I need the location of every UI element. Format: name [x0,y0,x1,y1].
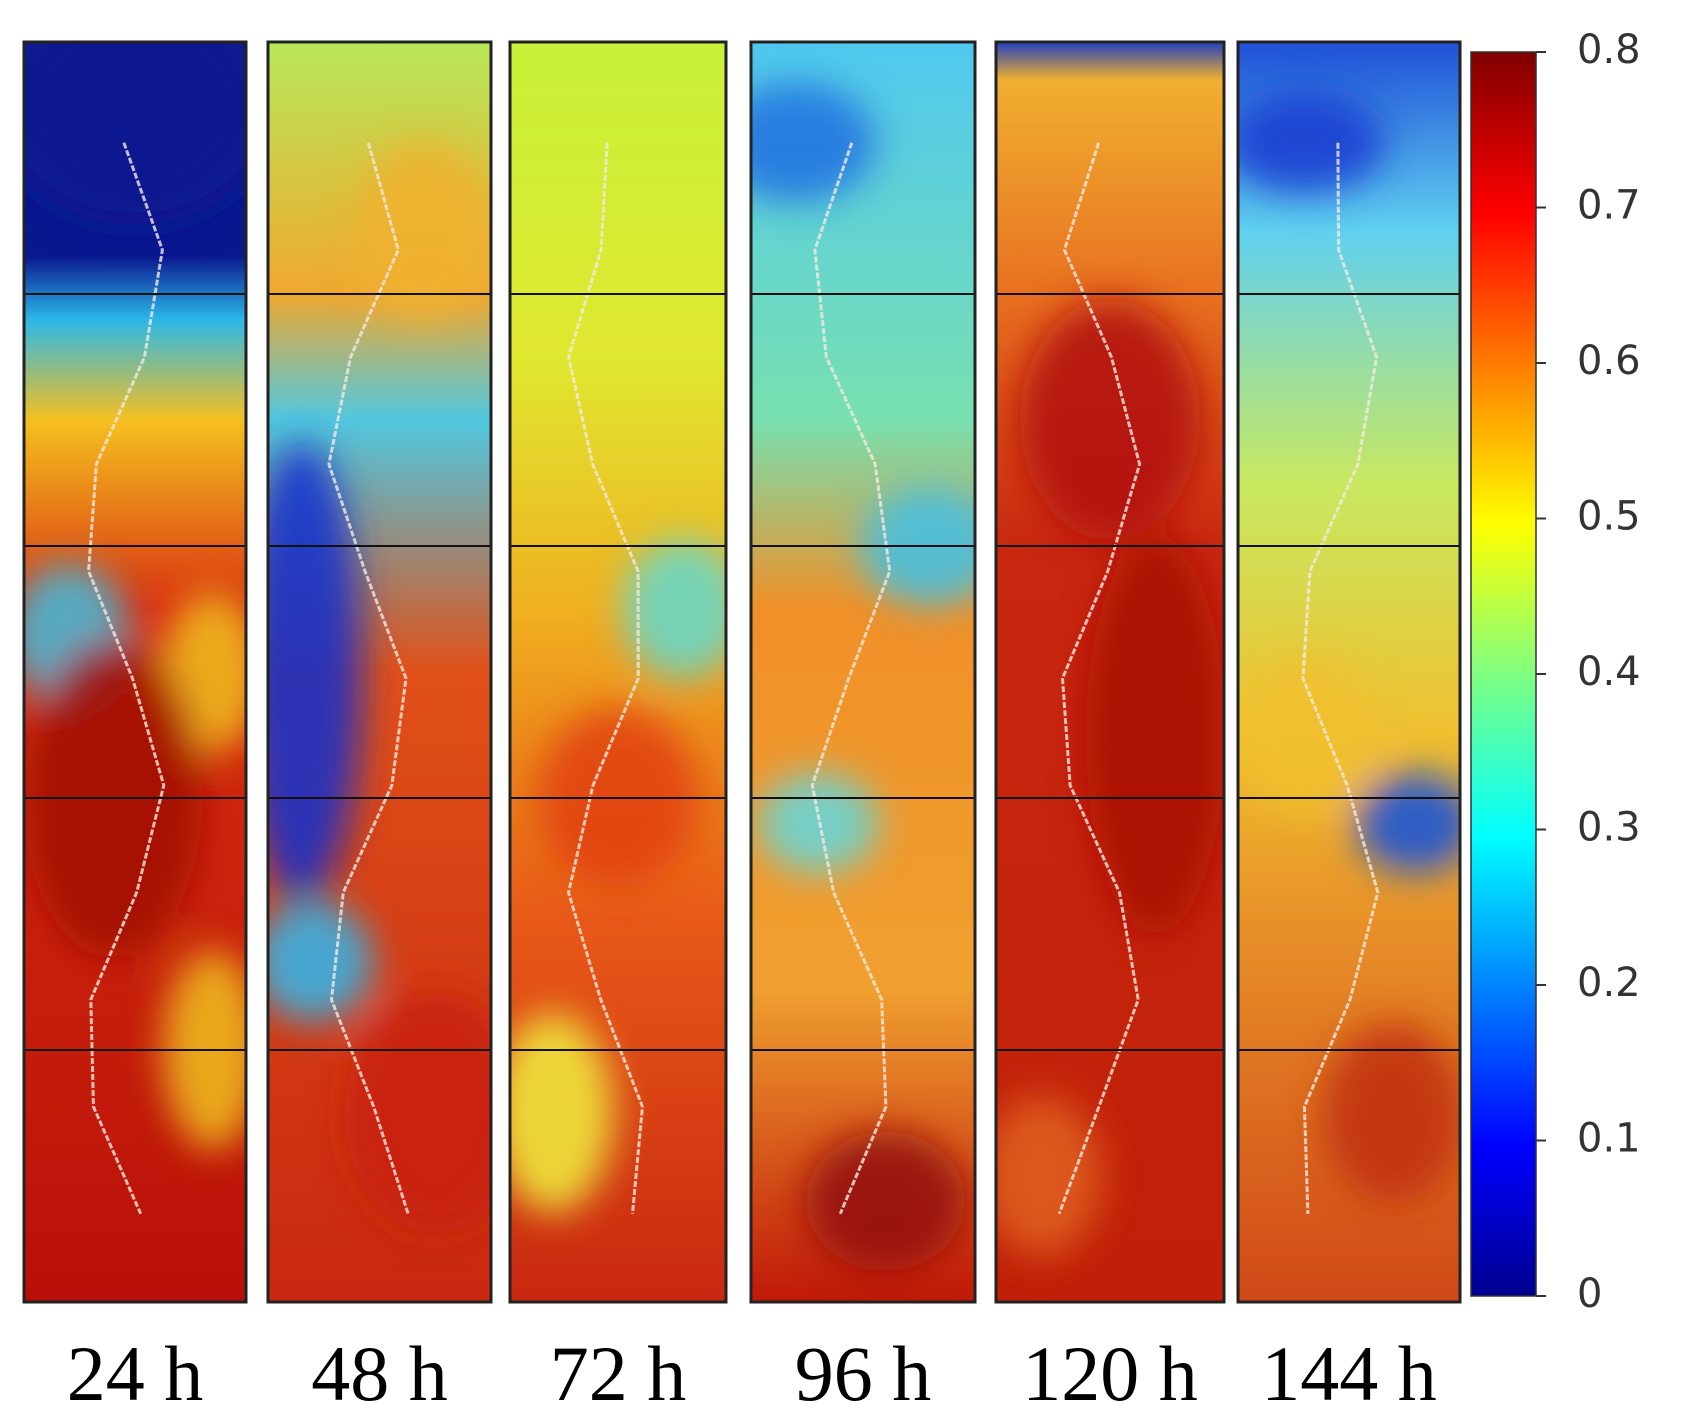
panel-label: 24 h [67,1330,204,1417]
panel-field [751,42,975,1302]
streamline [1057,142,1142,1215]
panels: 24 h 48 h 72 h 96 h 120 h 144 h [22,40,1462,1417]
field-blob [268,901,373,1022]
panel [1238,42,1460,1302]
colorbar-tick-label: 0.8 [1577,27,1641,73]
field-blob [1355,773,1460,874]
panel-border [508,40,728,1304]
field-blob [751,82,876,203]
field-blob [510,1013,614,1213]
field-blob [24,42,246,225]
panel [268,42,491,1302]
field-blob [758,773,879,874]
streamline [566,142,644,1214]
field-blob [268,442,362,902]
field-blobs [268,141,491,1233]
panel [751,42,975,1302]
field-blob [1238,92,1385,193]
field-blob [1323,1023,1460,1203]
colorbar-tick-label: 0.5 [1577,494,1641,540]
colorbar-tick-label: 0.2 [1577,960,1641,1006]
field-blob [996,1096,1102,1256]
panel-border [1236,40,1462,1304]
streamline [1301,142,1380,1214]
field-blob [354,141,491,321]
colorbar-tick-label: 0.4 [1577,649,1641,695]
panel-label: 72 h [550,1330,687,1417]
field-blob [1085,535,1224,935]
colorbar-tick-label: 0.6 [1577,338,1641,384]
field-blob [805,1131,966,1272]
field-blobs [1238,92,1460,1203]
colorbar-tick-label: 0.3 [1577,805,1641,851]
colorbar-scale [1470,51,1537,1297]
colorbar: 0 0.1 0.2 0.3 0.4 0.5 0.6 0.7 0.8 [1470,27,1641,1317]
field-blob [345,993,491,1233]
colorbar-tick-label: 0.7 [1577,183,1641,229]
panel [24,42,246,1302]
colorbar-tick-label: 0 [1577,1271,1602,1317]
streamline [810,142,892,1215]
panel-label: 144 h [1261,1330,1437,1417]
colorbar-tick-label: 0.1 [1577,1116,1641,1162]
field-blob [622,539,726,679]
panel-label: 48 h [311,1330,448,1417]
panel [996,42,1224,1302]
field-blob [1238,655,1375,815]
panel [510,42,726,1302]
streamline [87,142,166,1215]
panel-border [266,40,493,1304]
field-blob [1020,300,1200,540]
field-blobs [996,300,1224,1256]
panel-label: 96 h [795,1330,932,1417]
panel-border [994,40,1226,1304]
streamline [327,142,410,1215]
panel-border [749,40,977,1304]
panel-label: 120 h [1022,1330,1198,1417]
panel-border [22,40,248,1304]
